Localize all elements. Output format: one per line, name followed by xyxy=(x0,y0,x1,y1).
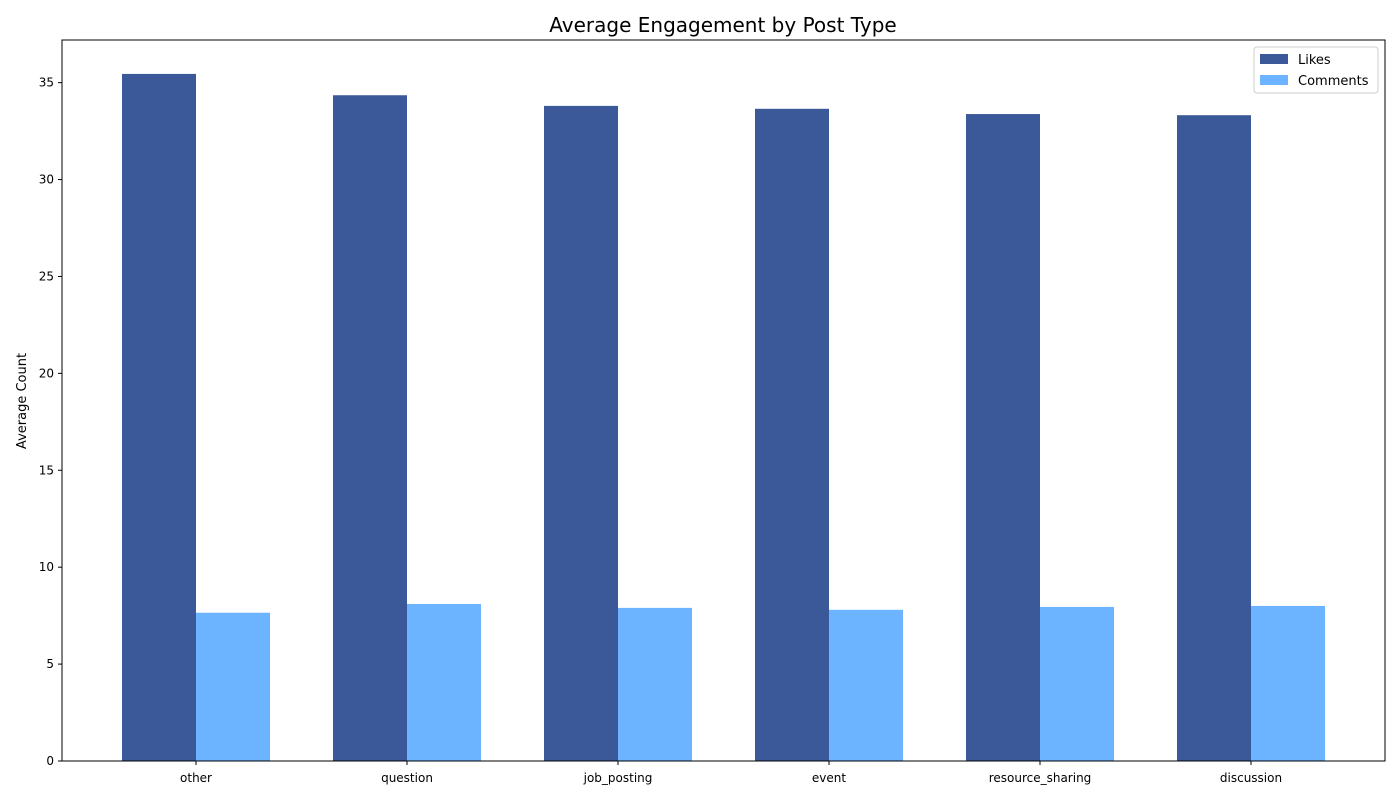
y-tick-label: 30 xyxy=(39,173,54,187)
legend-swatch-likes xyxy=(1260,54,1288,64)
bar-likes-job_posting xyxy=(544,105,618,762)
bar-comments-discussion xyxy=(1251,605,1325,761)
y-tick-label: 0 xyxy=(46,754,54,768)
bar-comments-job_posting xyxy=(618,607,692,761)
y-tick-label: 15 xyxy=(39,463,54,477)
y-axis-label: Average Count xyxy=(15,353,30,449)
x-tick-label-other: other xyxy=(180,771,212,785)
legend-swatch-comments xyxy=(1260,75,1288,85)
y-tick-label: 35 xyxy=(39,76,54,90)
bar-likes-question xyxy=(333,95,407,761)
legend-label-likes: Likes xyxy=(1298,53,1331,68)
bar-comments-resource_sharing xyxy=(1040,606,1114,761)
bar-comments-question xyxy=(407,604,481,761)
y-tick-label: 20 xyxy=(39,366,54,380)
legend-label-comments: Comments xyxy=(1298,74,1369,89)
y-tick-label: 25 xyxy=(39,269,54,283)
bar-comments-other xyxy=(196,612,270,761)
x-tick-label-resource_sharing: resource_sharing xyxy=(989,771,1092,785)
x-tick-label-event: event xyxy=(812,771,846,785)
axes-layer: 0 5 10 15 20 25 30 35 other question job_posting ev… xyxy=(39,39,1386,785)
bar-likes-discussion xyxy=(1177,115,1251,762)
y-tick-label: 5 xyxy=(46,657,54,671)
bar-likes-resource_sharing xyxy=(966,114,1040,762)
bar-comments-event xyxy=(829,609,903,761)
plot-frame xyxy=(61,39,1386,762)
chart-title: Average Engagement by Post Type xyxy=(549,13,896,37)
y-tick-label: 10 xyxy=(39,560,54,574)
x-tick-label-discussion: discussion xyxy=(1220,771,1282,785)
x-tick-label-question: question xyxy=(381,771,433,785)
legend: Likes Comments xyxy=(1253,46,1379,94)
bars-layer xyxy=(122,73,1325,762)
bar-likes-other xyxy=(122,73,196,761)
bar-likes-event xyxy=(755,108,829,761)
x-tick-label-job_posting: job_posting xyxy=(583,771,653,785)
